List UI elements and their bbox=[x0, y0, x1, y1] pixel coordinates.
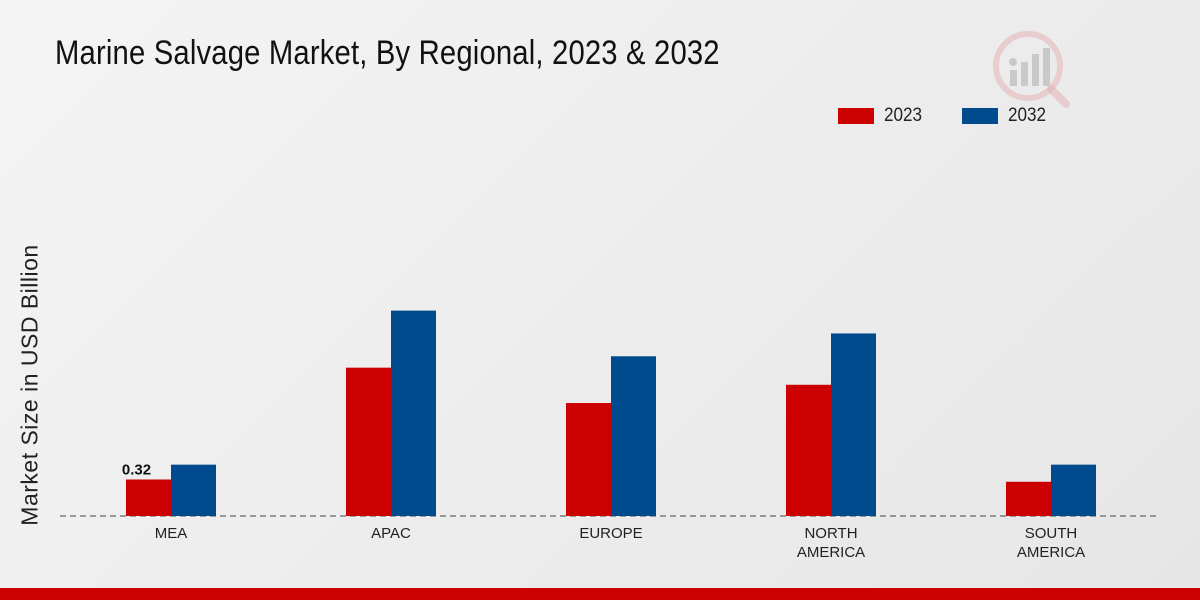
legend-swatch-2032 bbox=[962, 108, 999, 124]
legend-item-2023: 2023 bbox=[838, 105, 926, 127]
x-tick-label-2: EUROPE bbox=[579, 525, 642, 542]
bar-2032-1 bbox=[391, 310, 436, 516]
chart-title: Marine Salvage Market, By Regional, 2023… bbox=[55, 34, 720, 72]
legend-swatch-2023 bbox=[838, 108, 874, 124]
bar-2023-0 bbox=[126, 479, 171, 516]
legend-label-2032: 2032 bbox=[1008, 105, 1047, 126]
logo-icon bbox=[993, 31, 1070, 108]
footer-band bbox=[0, 588, 1200, 600]
bar-2032-0 bbox=[171, 464, 216, 516]
x-tick-label-3: NORTH AMERICA bbox=[797, 525, 865, 561]
legend-label-2023: 2023 bbox=[884, 105, 923, 126]
legend: 2023 2032 bbox=[838, 105, 1087, 127]
bar-2023-2 bbox=[566, 403, 611, 516]
bar-2032-3 bbox=[831, 333, 876, 516]
bar-2023-3 bbox=[786, 384, 831, 516]
bar-2032-2 bbox=[611, 356, 656, 516]
x-tick-label-0: MEA bbox=[155, 525, 188, 542]
x-tick-label-1: APAC bbox=[371, 525, 411, 542]
x-tick-label-4: SOUTH AMERICA bbox=[1017, 525, 1085, 561]
bar-2032-4 bbox=[1051, 464, 1096, 516]
data-label-0: 0.32 bbox=[122, 461, 151, 478]
bar-2023-1 bbox=[346, 367, 391, 516]
legend-item-2032: 2032 bbox=[962, 105, 1050, 127]
bar-2023-4 bbox=[1006, 481, 1051, 516]
